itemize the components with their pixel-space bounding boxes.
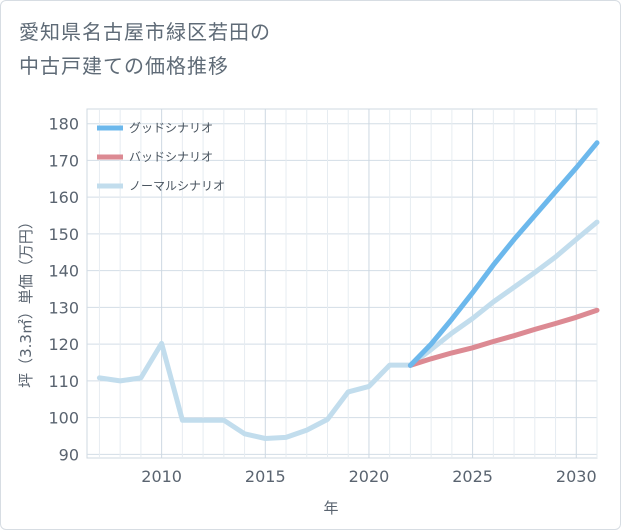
y-tick-label-150: 150: [48, 225, 79, 244]
legend-label-0: グッドシナリオ: [129, 121, 213, 135]
y-tick-label-130: 130: [48, 298, 79, 317]
y-tick-label-170: 170: [48, 151, 79, 170]
y-axis-label: 坪（3.3㎡）単価（万円）: [17, 214, 35, 388]
x-tick-label-2030: 2030: [556, 467, 597, 486]
y-tick-label-90: 90: [59, 445, 79, 464]
y-tick-label-180: 180: [48, 115, 79, 134]
x-tick-label-2020: 2020: [349, 467, 390, 486]
x-tick-label-2015: 2015: [245, 467, 286, 486]
y-tick-label-110: 110: [48, 372, 79, 391]
x-axis-label: 年: [323, 499, 338, 517]
chart-card: 愛知県名古屋市緑区若田の 中古戸建ての価格推移 90 100 110 120 130 14…: [0, 0, 621, 530]
x-tick-label-2025: 2025: [452, 467, 493, 486]
y-tick-label-160: 160: [48, 188, 79, 207]
y-tick-label-140: 140: [48, 262, 79, 281]
price-trend-chart: 90 100 110 120 130 140 150 160 170 180 2010 2015 202…: [1, 1, 620, 529]
y-tick-label-100: 100: [48, 409, 79, 428]
y-tick-label-120: 120: [48, 335, 79, 354]
x-tick-label-2010: 2010: [141, 467, 182, 486]
legend-label-1: バッドシナリオ: [129, 150, 213, 164]
legend-label-2: ノーマルシナリオ: [129, 179, 225, 193]
